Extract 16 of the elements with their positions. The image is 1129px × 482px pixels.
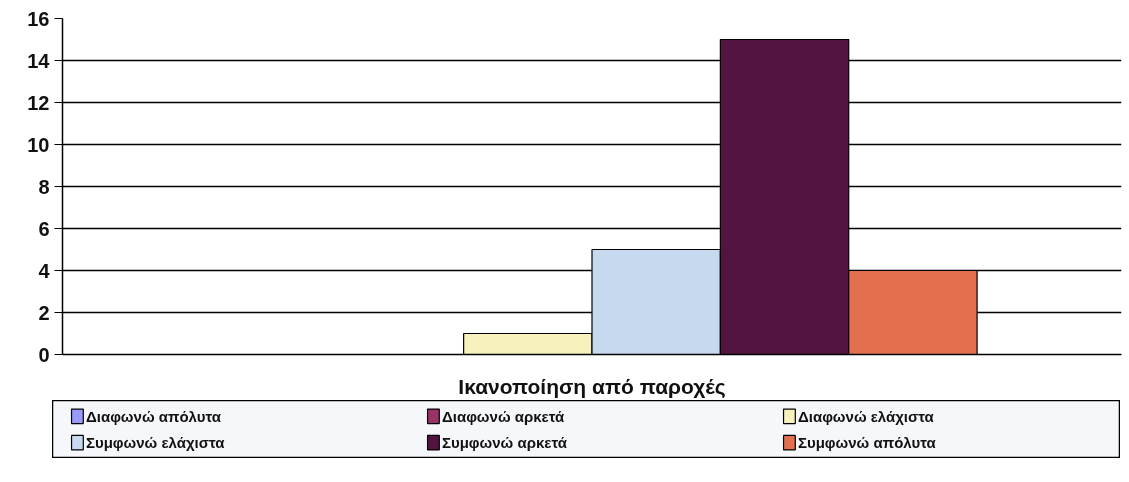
legend-label: Διαφωνώ αρκετά — [441, 407, 565, 425]
y-tick-label: 16 — [27, 7, 50, 30]
legend-label: Διαφωνώ ελάχιστα — [797, 407, 935, 425]
y-tick-label: 8 — [38, 175, 50, 198]
y-tick-label: 6 — [38, 217, 50, 240]
y-tick-label: 2 — [38, 301, 50, 324]
legend-label: Συμφωνώ ελάχιστα — [85, 434, 226, 452]
x-axis-title: Ικανοποίηση από παροχές — [458, 374, 726, 399]
legend-label: Συμφωνώ απόλυτα — [797, 434, 937, 452]
legend-label: Διαφωνώ απόλυτα — [85, 407, 222, 425]
y-tick-label: 12 — [27, 91, 50, 114]
y-tick-label: 10 — [27, 133, 50, 156]
y-tick-label: 4 — [38, 259, 51, 282]
legend-label: Συμφωνώ αρκετά — [441, 434, 568, 452]
y-tick-label: 0 — [38, 343, 50, 366]
y-tick-label: 14 — [27, 49, 51, 72]
